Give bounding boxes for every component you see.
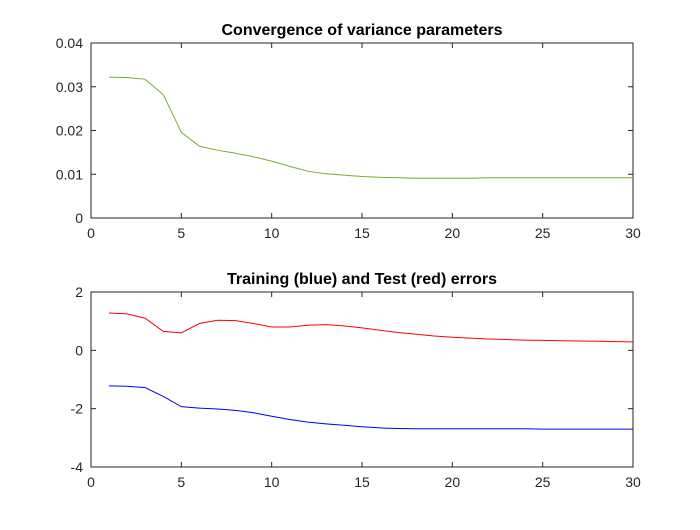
y-tick-label: 0.03 [56,79,83,95]
x-tick-label: 25 [535,474,551,490]
x-tick-label: 25 [535,225,551,241]
x-tick-label: 30 [625,225,641,241]
y-tick-label: 2 [75,284,83,300]
x-tick-label: 5 [177,474,185,490]
x-tick-label: 0 [87,225,95,241]
x-tick-label: 10 [264,474,280,490]
axes-box [90,42,634,219]
axes-box [90,291,634,468]
x-tick-label: 15 [354,474,370,490]
y-tick-label: 0 [75,210,83,226]
x-tick-label: 30 [625,474,641,490]
y-tick-label: -2 [71,401,84,417]
plot-training-test-errors: Training (blue) and Test (red) errors 0 5… [71,271,641,490]
x-tick-label: 10 [264,225,280,241]
x-tick-label: 5 [177,225,185,241]
series-line-1 [109,385,633,430]
x-tick-label: 15 [354,225,370,241]
x-tick-label: 20 [445,474,461,490]
plot-variance-convergence: Convergence of variance parameters 0 5 10 1… [56,22,641,241]
x-tick-label: 0 [87,474,95,490]
y-tick-label: 0 [75,342,83,358]
series-line-0 [109,312,634,343]
x-tick-label: 20 [445,225,461,241]
plot-title: Training (blue) and Test (red) errors [227,271,497,288]
y-tick-label: 0.01 [56,166,83,182]
y-tick-label: 0.04 [56,35,83,51]
y-tick-label: -4 [71,459,84,475]
y-tick-label: 0.02 [56,123,83,139]
plot-title: Convergence of variance parameters [221,22,502,39]
series-line-0 [109,76,633,179]
